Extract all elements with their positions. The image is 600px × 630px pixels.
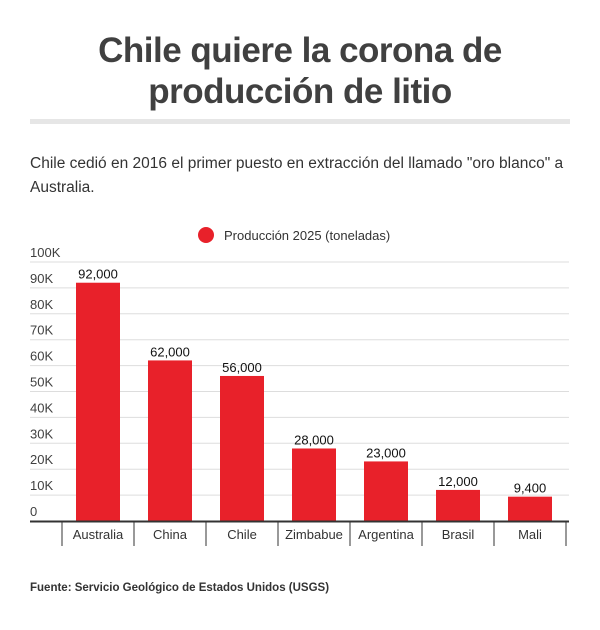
y-tick-label: 100K — [30, 245, 61, 260]
legend-label: Producción 2025 (toneladas) — [224, 227, 391, 243]
data-label: 9,400 — [514, 481, 547, 496]
data-label: 12,000 — [438, 474, 478, 489]
y-tick-label: 10K — [30, 478, 53, 493]
y-tick-label: 0 — [30, 504, 37, 519]
bar — [76, 282, 120, 521]
x-tick-label: Australia — [73, 527, 124, 542]
data-label: 56,000 — [222, 360, 262, 375]
bar — [436, 489, 480, 521]
data-labels: 92,000 62,000 56,000 28,000 23,000 12,000 9,40… — [78, 267, 546, 496]
y-tick-label: 50K — [30, 375, 53, 390]
y-tick-label: 60K — [30, 349, 53, 364]
title-line-2: producción de litio — [148, 72, 452, 111]
bar — [292, 448, 336, 521]
source-note: Fuente: Servicio Geológico de Estados Un… — [30, 582, 330, 594]
y-tick-label: 30K — [30, 426, 53, 441]
bar — [220, 375, 264, 521]
title-line-1: Chile quiere la corona de — [98, 31, 502, 70]
data-label: 28,000 — [294, 432, 334, 447]
y-axis-ticks: 0 10K 20K 30K 40K 50K 60K 70K 80K 90K 100K — [30, 245, 61, 519]
x-tick-label: Argentina — [358, 527, 414, 542]
data-label: 23,000 — [366, 445, 406, 460]
bar — [364, 461, 408, 521]
y-tick-label: 80K — [30, 297, 53, 312]
bar — [508, 496, 552, 521]
x-tick-label: Mali — [518, 527, 542, 542]
y-tick-label: 70K — [30, 323, 53, 338]
chart-subtitle: Chile cedió en 2016 el primer puesto en … — [30, 155, 564, 196]
data-label: 62,000 — [150, 344, 190, 359]
title-divider — [30, 119, 570, 124]
x-tick-label: Chile — [227, 527, 257, 542]
x-tick-label: Brasil — [442, 527, 475, 542]
bars — [76, 282, 552, 521]
x-axis — [30, 520, 569, 546]
x-tick-label: Zimbabue — [285, 527, 343, 542]
data-label: 92,000 — [78, 267, 118, 282]
y-tick-label: 20K — [30, 452, 53, 467]
chart-title: Chile quiere la corona de producción de … — [0, 30, 600, 112]
legend-swatch-icon — [198, 227, 214, 243]
y-tick-label: 90K — [30, 271, 53, 286]
bar — [148, 360, 192, 521]
x-axis-labels: Australia China Chile Zimbabue Argentina Bras… — [73, 527, 542, 542]
legend: Producción 2025 (toneladas) — [198, 227, 390, 243]
x-tick-label: China — [153, 527, 188, 542]
y-tick-label: 40K — [30, 400, 53, 415]
